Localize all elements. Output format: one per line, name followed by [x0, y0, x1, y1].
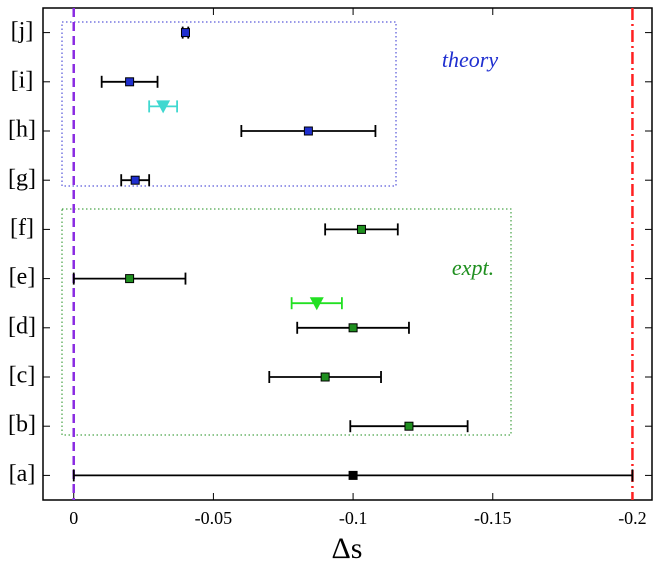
y-tick-label: [f]: [10, 215, 34, 241]
marker: [125, 77, 135, 87]
y-tick-label: [e]: [9, 264, 36, 290]
y-tick-label: [d]: [8, 313, 36, 339]
x-tick-label: -0.1: [339, 508, 368, 528]
x-tick-label: -0.2: [618, 508, 647, 528]
plot-frame: [42, 7, 653, 501]
annotation: theory: [442, 47, 498, 72]
marker: [309, 297, 324, 311]
y-tick-label: [c]: [9, 363, 36, 389]
marker: [348, 323, 358, 333]
expt-box: [61, 208, 512, 436]
x-tick-label: -0.15: [474, 508, 512, 528]
marker: [156, 100, 171, 114]
x-tick-label: -0.05: [195, 508, 233, 528]
theory-box: [61, 21, 397, 187]
x-axis-label: Δs: [332, 532, 363, 565]
y-tick-label: [j]: [11, 18, 34, 44]
marker: [404, 421, 414, 431]
x-tick-label: 0: [69, 508, 78, 528]
marker: [130, 175, 140, 185]
y-tick-label: [b]: [8, 412, 36, 438]
marker: [180, 28, 190, 38]
marker: [125, 274, 135, 284]
marker: [303, 126, 313, 136]
y-tick-label: [a]: [9, 461, 36, 487]
y-tick-label: [g]: [8, 166, 36, 192]
marker: [348, 470, 358, 480]
marker: [320, 372, 330, 382]
y-tick-label: [i]: [11, 67, 34, 93]
annotation: expt.: [452, 255, 494, 280]
y-tick-label: [h]: [8, 117, 36, 143]
marker: [356, 224, 366, 234]
